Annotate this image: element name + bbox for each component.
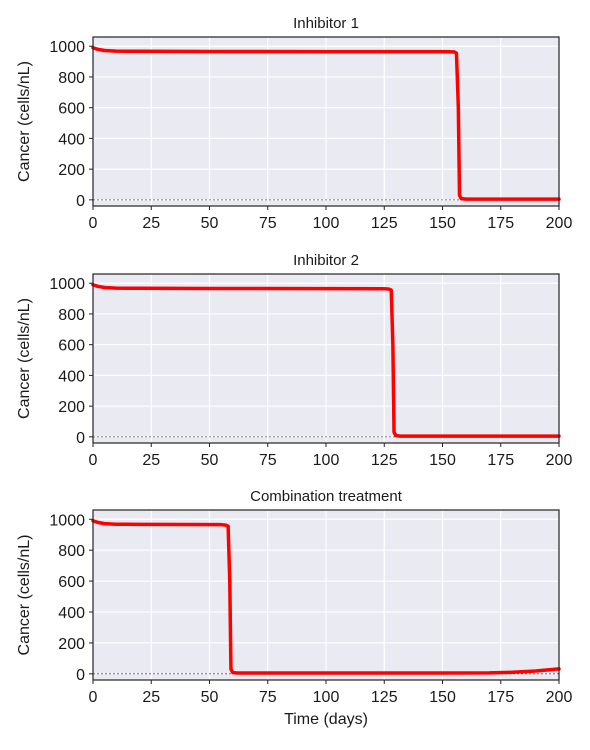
- y-tick-label: 600: [58, 101, 85, 118]
- y-axis-label: Cancer (cells/nL): [16, 61, 33, 182]
- x-tick-label: 125: [371, 215, 398, 232]
- x-tick-label: 150: [429, 452, 456, 469]
- subplot-title: Inhibitor 2: [293, 252, 359, 269]
- y-tick-label: 400: [58, 131, 85, 148]
- y-tick-label: 800: [58, 543, 85, 560]
- x-tick-label: 25: [142, 689, 160, 706]
- y-tick-label: 200: [58, 636, 85, 653]
- x-tick-label: 25: [142, 452, 160, 469]
- y-tick-label: 600: [58, 338, 85, 355]
- x-tick-label: 200: [546, 215, 573, 232]
- y-tick-label: 600: [58, 574, 85, 591]
- x-tick-label: 125: [371, 689, 398, 706]
- x-tick-label: 200: [546, 452, 573, 469]
- x-tick-label: 175: [487, 689, 514, 706]
- y-tick-label: 1000: [49, 512, 85, 529]
- x-tick-label: 200: [546, 689, 573, 706]
- x-tick-label: 100: [313, 452, 340, 469]
- y-tick-label: 1000: [49, 39, 85, 56]
- y-tick-label: 800: [58, 70, 85, 87]
- y-tick-label: 0: [76, 430, 85, 447]
- series-line: [91, 519, 561, 675]
- y-tick-label: 800: [58, 307, 85, 324]
- x-axis-label: Time (days): [284, 711, 368, 728]
- x-tick-label: 100: [313, 689, 340, 706]
- x-tick-label: 0: [89, 689, 98, 706]
- subplot-title: Combination treatment: [250, 488, 403, 505]
- x-tick-label: 125: [371, 452, 398, 469]
- y-axis-label: Cancer (cells/nL): [16, 535, 33, 656]
- y-tick-label: 1000: [49, 276, 85, 293]
- x-tick-label: 50: [201, 452, 219, 469]
- y-tick-label: 200: [58, 399, 85, 416]
- x-tick-label: 100: [313, 215, 340, 232]
- x-tick-label: 75: [259, 215, 277, 232]
- series-line: [91, 46, 561, 201]
- x-tick-label: 50: [201, 215, 219, 232]
- x-tick-label: 150: [429, 689, 456, 706]
- y-tick-label: 400: [58, 605, 85, 622]
- y-axis-label: Cancer (cells/nL): [16, 298, 33, 419]
- x-tick-label: 75: [259, 689, 277, 706]
- subplot-title: Inhibitor 1: [293, 15, 359, 32]
- x-tick-label: 150: [429, 215, 456, 232]
- y-tick-label: 0: [76, 193, 85, 210]
- subplot-1: 0 25 50 75 100 125 150 175 200 0 200 400 600 800 1000 I…: [16, 15, 572, 232]
- x-tick-label: 175: [487, 215, 514, 232]
- subplot-2: 0 25 50 75 100 125 150 175 200 0 200 400 600 800 1000 I…: [16, 252, 572, 469]
- x-tick-label: 0: [89, 452, 98, 469]
- x-tick-label: 0: [89, 215, 98, 232]
- series-line: [91, 283, 561, 438]
- y-tick-label: 0: [76, 667, 85, 684]
- x-tick-label: 175: [487, 452, 514, 469]
- x-tick-label: 25: [142, 215, 160, 232]
- subplot-3: 0 25 50 75 100 125 150 175 200 0 200 400 600 800 1000 C…: [16, 488, 572, 728]
- x-tick-label: 50: [201, 689, 219, 706]
- x-tick-label: 75: [259, 452, 277, 469]
- y-tick-label: 200: [58, 162, 85, 179]
- y-tick-label: 400: [58, 368, 85, 385]
